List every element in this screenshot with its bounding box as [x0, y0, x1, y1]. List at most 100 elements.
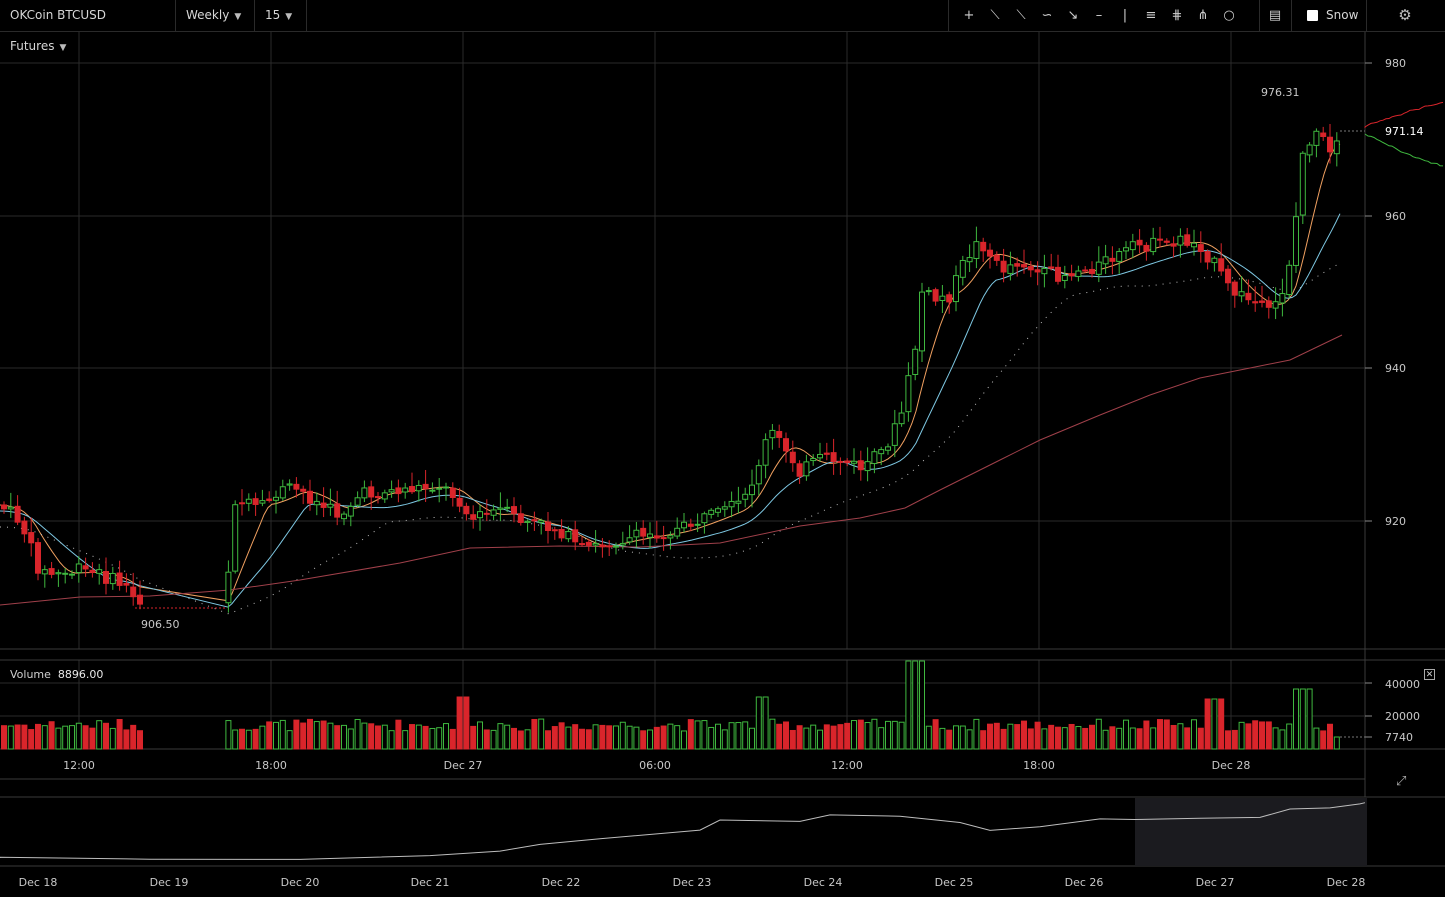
- volume-bar: [633, 726, 640, 750]
- volume-bar: [1197, 727, 1204, 750]
- volume-bar: [89, 727, 96, 750]
- trend-line-icon[interactable]: ⟍: [990, 8, 1000, 23]
- indicator-icon[interactable]: ▤: [1259, 0, 1290, 31]
- candle-body: [633, 529, 640, 538]
- expand-icon[interactable]: ⤢: [1396, 774, 1407, 789]
- volume-bar: [1007, 723, 1014, 750]
- fib-icon[interactable]: ≡: [1145, 8, 1157, 23]
- period-selector[interactable]: Weekly ▼: [176, 0, 255, 31]
- candle-body: [62, 572, 69, 575]
- volume-tick-40000: 40000: [1385, 678, 1420, 691]
- candle-body: [1272, 301, 1279, 309]
- volume-bar: [789, 729, 796, 750]
- candle-body: [1299, 152, 1306, 216]
- arrow-icon[interactable]: ↘: [1067, 8, 1079, 23]
- volume-bar: [415, 724, 422, 750]
- volume-bar: [245, 729, 252, 750]
- volume-bar: [626, 725, 633, 750]
- ray-icon[interactable]: ⟍: [1016, 8, 1026, 23]
- candle-body: [694, 523, 701, 526]
- volume-bar: [1014, 724, 1021, 750]
- candle-body: [354, 497, 361, 506]
- candle-body: [1279, 293, 1286, 304]
- current-price-label: 971.14: [1385, 125, 1424, 138]
- volume-bar: [1320, 730, 1327, 750]
- volume-bar: [1286, 723, 1293, 750]
- candle-body: [851, 460, 857, 464]
- candle-body: [987, 249, 993, 257]
- candle-body: [436, 487, 443, 490]
- volume-bar: [1041, 728, 1048, 750]
- candle-body: [388, 489, 395, 493]
- candle-body: [415, 484, 422, 492]
- volume-bar: [1034, 721, 1041, 750]
- volume-bar: [1306, 688, 1313, 750]
- volume-bar: [1123, 719, 1129, 750]
- volume-bar: [1272, 727, 1279, 750]
- candle-body: [395, 487, 402, 495]
- volume-bar: [912, 660, 919, 750]
- volume-bar: [1252, 720, 1259, 750]
- volume-bar: [898, 721, 905, 750]
- volume-bar: [674, 725, 681, 750]
- candle-body: [1245, 292, 1252, 301]
- volume-bar: [701, 720, 708, 750]
- volume-bar: [456, 696, 463, 750]
- candle-body: [1259, 300, 1265, 303]
- candle-body: [980, 241, 987, 252]
- volume-bar: [497, 723, 504, 750]
- circle-icon[interactable]: ○: [1223, 8, 1235, 23]
- volume-bar: [959, 725, 966, 750]
- candle-body: [599, 544, 606, 548]
- candle-body: [239, 502, 245, 505]
- candle-body: [857, 460, 864, 471]
- interval-selector[interactable]: 15 ▼: [255, 0, 307, 31]
- snow-label: Snow: [1326, 8, 1359, 22]
- snow-checkbox[interactable]: [1307, 10, 1318, 21]
- vertical-line-icon[interactable]: |: [1122, 8, 1128, 23]
- nav-date-label: Dec 21: [411, 876, 450, 889]
- volume-bar: [62, 725, 69, 750]
- symbol-selector[interactable]: OKCoin BTCUSD Futures ▼: [0, 0, 176, 53]
- candle-body: [545, 521, 551, 532]
- price-tick-940: 940: [1385, 362, 1406, 375]
- pitchfork-icon[interactable]: ⋕: [1171, 8, 1183, 23]
- candle-body: [1313, 130, 1320, 146]
- candle-body: [1075, 270, 1082, 278]
- volume-bar: [946, 729, 953, 750]
- candle-body: [137, 594, 143, 605]
- volume-bar: [817, 729, 823, 750]
- volume-bar: [1218, 698, 1225, 750]
- candle-body: [1170, 243, 1177, 247]
- volume-bar: [1027, 728, 1034, 750]
- nav-date-label: Dec 28: [1327, 876, 1366, 889]
- candle-body: [939, 295, 946, 302]
- candle-body: [959, 259, 966, 278]
- volume-bar: [871, 718, 878, 750]
- volume-bar: [300, 722, 307, 750]
- candle-body: [1089, 268, 1095, 274]
- candle-body: [279, 486, 286, 499]
- volume-bar: [953, 725, 959, 750]
- volume-bar: [1150, 727, 1157, 750]
- volume-legend: Volume 8896.00: [10, 668, 103, 681]
- volume-bar: [279, 719, 286, 750]
- horizontal-line-icon[interactable]: –: [1095, 8, 1103, 23]
- volume-bar: [463, 696, 470, 750]
- volume-bar: [708, 726, 715, 750]
- snow-toggle[interactable]: Snow: [1291, 0, 1367, 31]
- volume-bar: [987, 723, 993, 750]
- curve-icon[interactable]: ∽: [1041, 8, 1053, 23]
- fan-icon[interactable]: ⋔: [1197, 8, 1209, 23]
- gear-icon[interactable]: ⚙: [1398, 6, 1412, 24]
- volume-bar: [762, 696, 769, 750]
- candle-body: [307, 490, 313, 504]
- volume-bar: [1265, 721, 1272, 750]
- crosshair-icon[interactable]: +: [963, 8, 975, 23]
- toolbar: OKCoin BTCUSD Futures ▼ Weekly ▼ 15 ▼ + ⟍ ⟍…: [0, 0, 1445, 53]
- navigator[interactable]: [0, 798, 1367, 866]
- nav-date-label: Dec 18: [19, 876, 58, 889]
- volume-bar: [660, 725, 667, 750]
- close-icon[interactable]: ✕: [1424, 669, 1435, 680]
